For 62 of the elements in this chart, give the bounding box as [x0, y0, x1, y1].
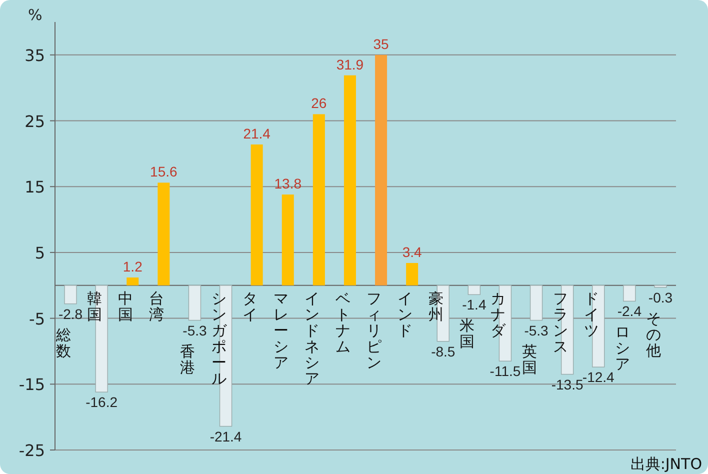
- y-tick-label: -25: [18, 441, 45, 460]
- source-note: 出典:JNTO: [630, 455, 702, 473]
- bar: [406, 262, 418, 286]
- x-tick-label: ドイツ: [584, 289, 599, 340]
- bar: [375, 54, 388, 286]
- data-label: -5.3: [182, 322, 207, 338]
- data-label: -16.2: [86, 394, 118, 410]
- y-tick-label: -5: [29, 309, 45, 328]
- data-label: -13.5: [551, 376, 584, 392]
- bar: [282, 194, 294, 286]
- x-tick-label: シンガポール: [211, 289, 228, 388]
- data-label: -0.3: [648, 289, 673, 306]
- bar: [64, 285, 77, 304]
- bar: [126, 277, 139, 286]
- x-tick-label: カナダ: [490, 289, 507, 340]
- data-label: 1.2: [122, 258, 143, 274]
- data-label: 26: [311, 95, 327, 112]
- bar: [312, 114, 325, 286]
- x-tick-label: 総数: [55, 326, 72, 360]
- x-tick-label: タイ: [242, 289, 258, 324]
- x-tick-label: インドネシア: [304, 289, 320, 388]
- x-tick-label: ベトナム: [335, 289, 350, 356]
- x-tick-label: 中国: [118, 289, 134, 324]
- x-tick-label: 英国: [522, 342, 537, 376]
- data-label: 21.4: [243, 125, 271, 142]
- x-tick-label: ロシア: [614, 323, 630, 374]
- data-label: 35: [373, 36, 390, 52]
- bar: [623, 285, 636, 302]
- x-tick-label: 台湾: [149, 289, 164, 324]
- y-tick-label: 35: [24, 46, 45, 65]
- data-label: -1.4: [462, 296, 486, 313]
- x-tick-label: フィリピン: [366, 289, 382, 372]
- data-label: 15.6: [150, 164, 178, 180]
- bar: [188, 285, 202, 321]
- x-tick-label: フランス: [552, 289, 568, 356]
- x-tick-label: 豪州: [428, 289, 444, 324]
- y-tick-label: 25: [24, 112, 45, 131]
- bar: [468, 285, 481, 295]
- x-tick-label: インド: [398, 289, 413, 340]
- data-label: 3.4: [402, 244, 422, 260]
- data-label: -8.5: [431, 343, 456, 360]
- bar: [158, 182, 170, 286]
- x-tick-label: マレーシア: [273, 289, 288, 372]
- data-label: -11.5: [490, 363, 521, 380]
- data-label: 13.8: [274, 176, 302, 192]
- x-tick-label: 米国: [460, 316, 475, 351]
- data-label: -2.4: [617, 303, 642, 320]
- bar: [530, 285, 543, 321]
- data-label: 31.9: [336, 56, 364, 72]
- data-label: -2.8: [58, 306, 83, 322]
- bar: [344, 75, 356, 286]
- y-tick-label: 15: [24, 178, 45, 197]
- x-tick-label: その他: [646, 309, 661, 360]
- data-label: -21.4: [210, 428, 242, 444]
- x-tick-label: 香港: [180, 342, 196, 376]
- x-tick-label: 韓国: [87, 289, 102, 324]
- y-tick-label: 5: [34, 243, 45, 262]
- bar: [250, 144, 263, 286]
- data-label: -12.4: [582, 369, 615, 386]
- data-label: -5.3: [524, 322, 549, 338]
- y-axis-title: %: [28, 6, 42, 24]
- y-tick-label: -15: [18, 375, 45, 394]
